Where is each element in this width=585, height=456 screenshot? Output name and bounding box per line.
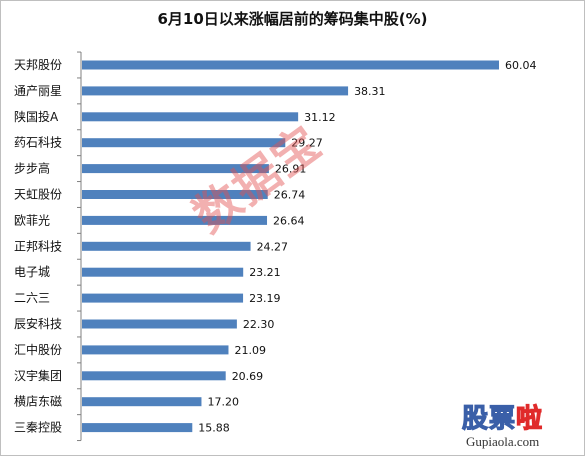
category-label: 天邦股份 [14,58,62,72]
bar [82,241,251,251]
category-label: 陕国投A [14,109,59,124]
value-label: 38.31 [354,85,386,98]
category-label: 横店东磁 [14,394,62,409]
bar [82,215,268,225]
chart-title: 6月10日以来涨幅居前的筹码集中股(%) [157,10,428,28]
bar [82,345,229,355]
value-label: 17.20 [207,396,239,409]
bar [82,267,244,277]
category-label: 三秦控股 [14,421,62,435]
value-label: 26.64 [273,214,305,227]
value-label: 22.30 [243,318,275,331]
category-label: 药石科技 [14,136,62,150]
logo-wordmark: 股票啦 [461,398,544,435]
category-label: 汇中股份 [14,342,62,357]
value-label: 23.19 [249,292,280,305]
logo-url: Gupiaola.com [466,434,540,449]
category-label: 步步高 [14,161,50,176]
bar [82,423,193,433]
value-label: 29.27 [291,137,323,150]
value-label: 31.12 [304,111,336,124]
logo-accent-text: 啦 [515,403,544,434]
category-label: 欧菲光 [14,213,50,227]
bar [82,293,244,303]
category-label: 通产丽星 [14,84,62,98]
site-logo: 股票啦 Gupiaola.com [461,398,582,454]
bar [82,60,499,70]
category-label: 二六三 [14,291,50,305]
value-label: 60.04 [505,59,537,72]
value-label: 26.91 [275,163,307,176]
bar [82,112,299,122]
bar [82,397,202,407]
category-label: 汉宇集团 [14,368,62,383]
value-label: 26.74 [274,189,306,202]
bar [82,371,226,381]
bar [82,86,349,96]
value-label: 20.69 [232,370,264,383]
bar [82,319,237,329]
logo-main-text: 股票 [461,403,517,434]
value-label: 15.88 [198,422,230,435]
category-label: 天虹股份 [14,188,62,202]
bar [82,164,269,174]
bar [82,190,268,199]
value-label: 24.27 [257,240,289,253]
category-label: 电子城 [14,265,50,279]
bar [82,138,286,148]
category-label: 正邦科技 [14,239,62,253]
category-label: 辰安科技 [14,316,62,331]
value-label: 23.21 [249,266,281,279]
value-label: 21.09 [234,344,266,357]
